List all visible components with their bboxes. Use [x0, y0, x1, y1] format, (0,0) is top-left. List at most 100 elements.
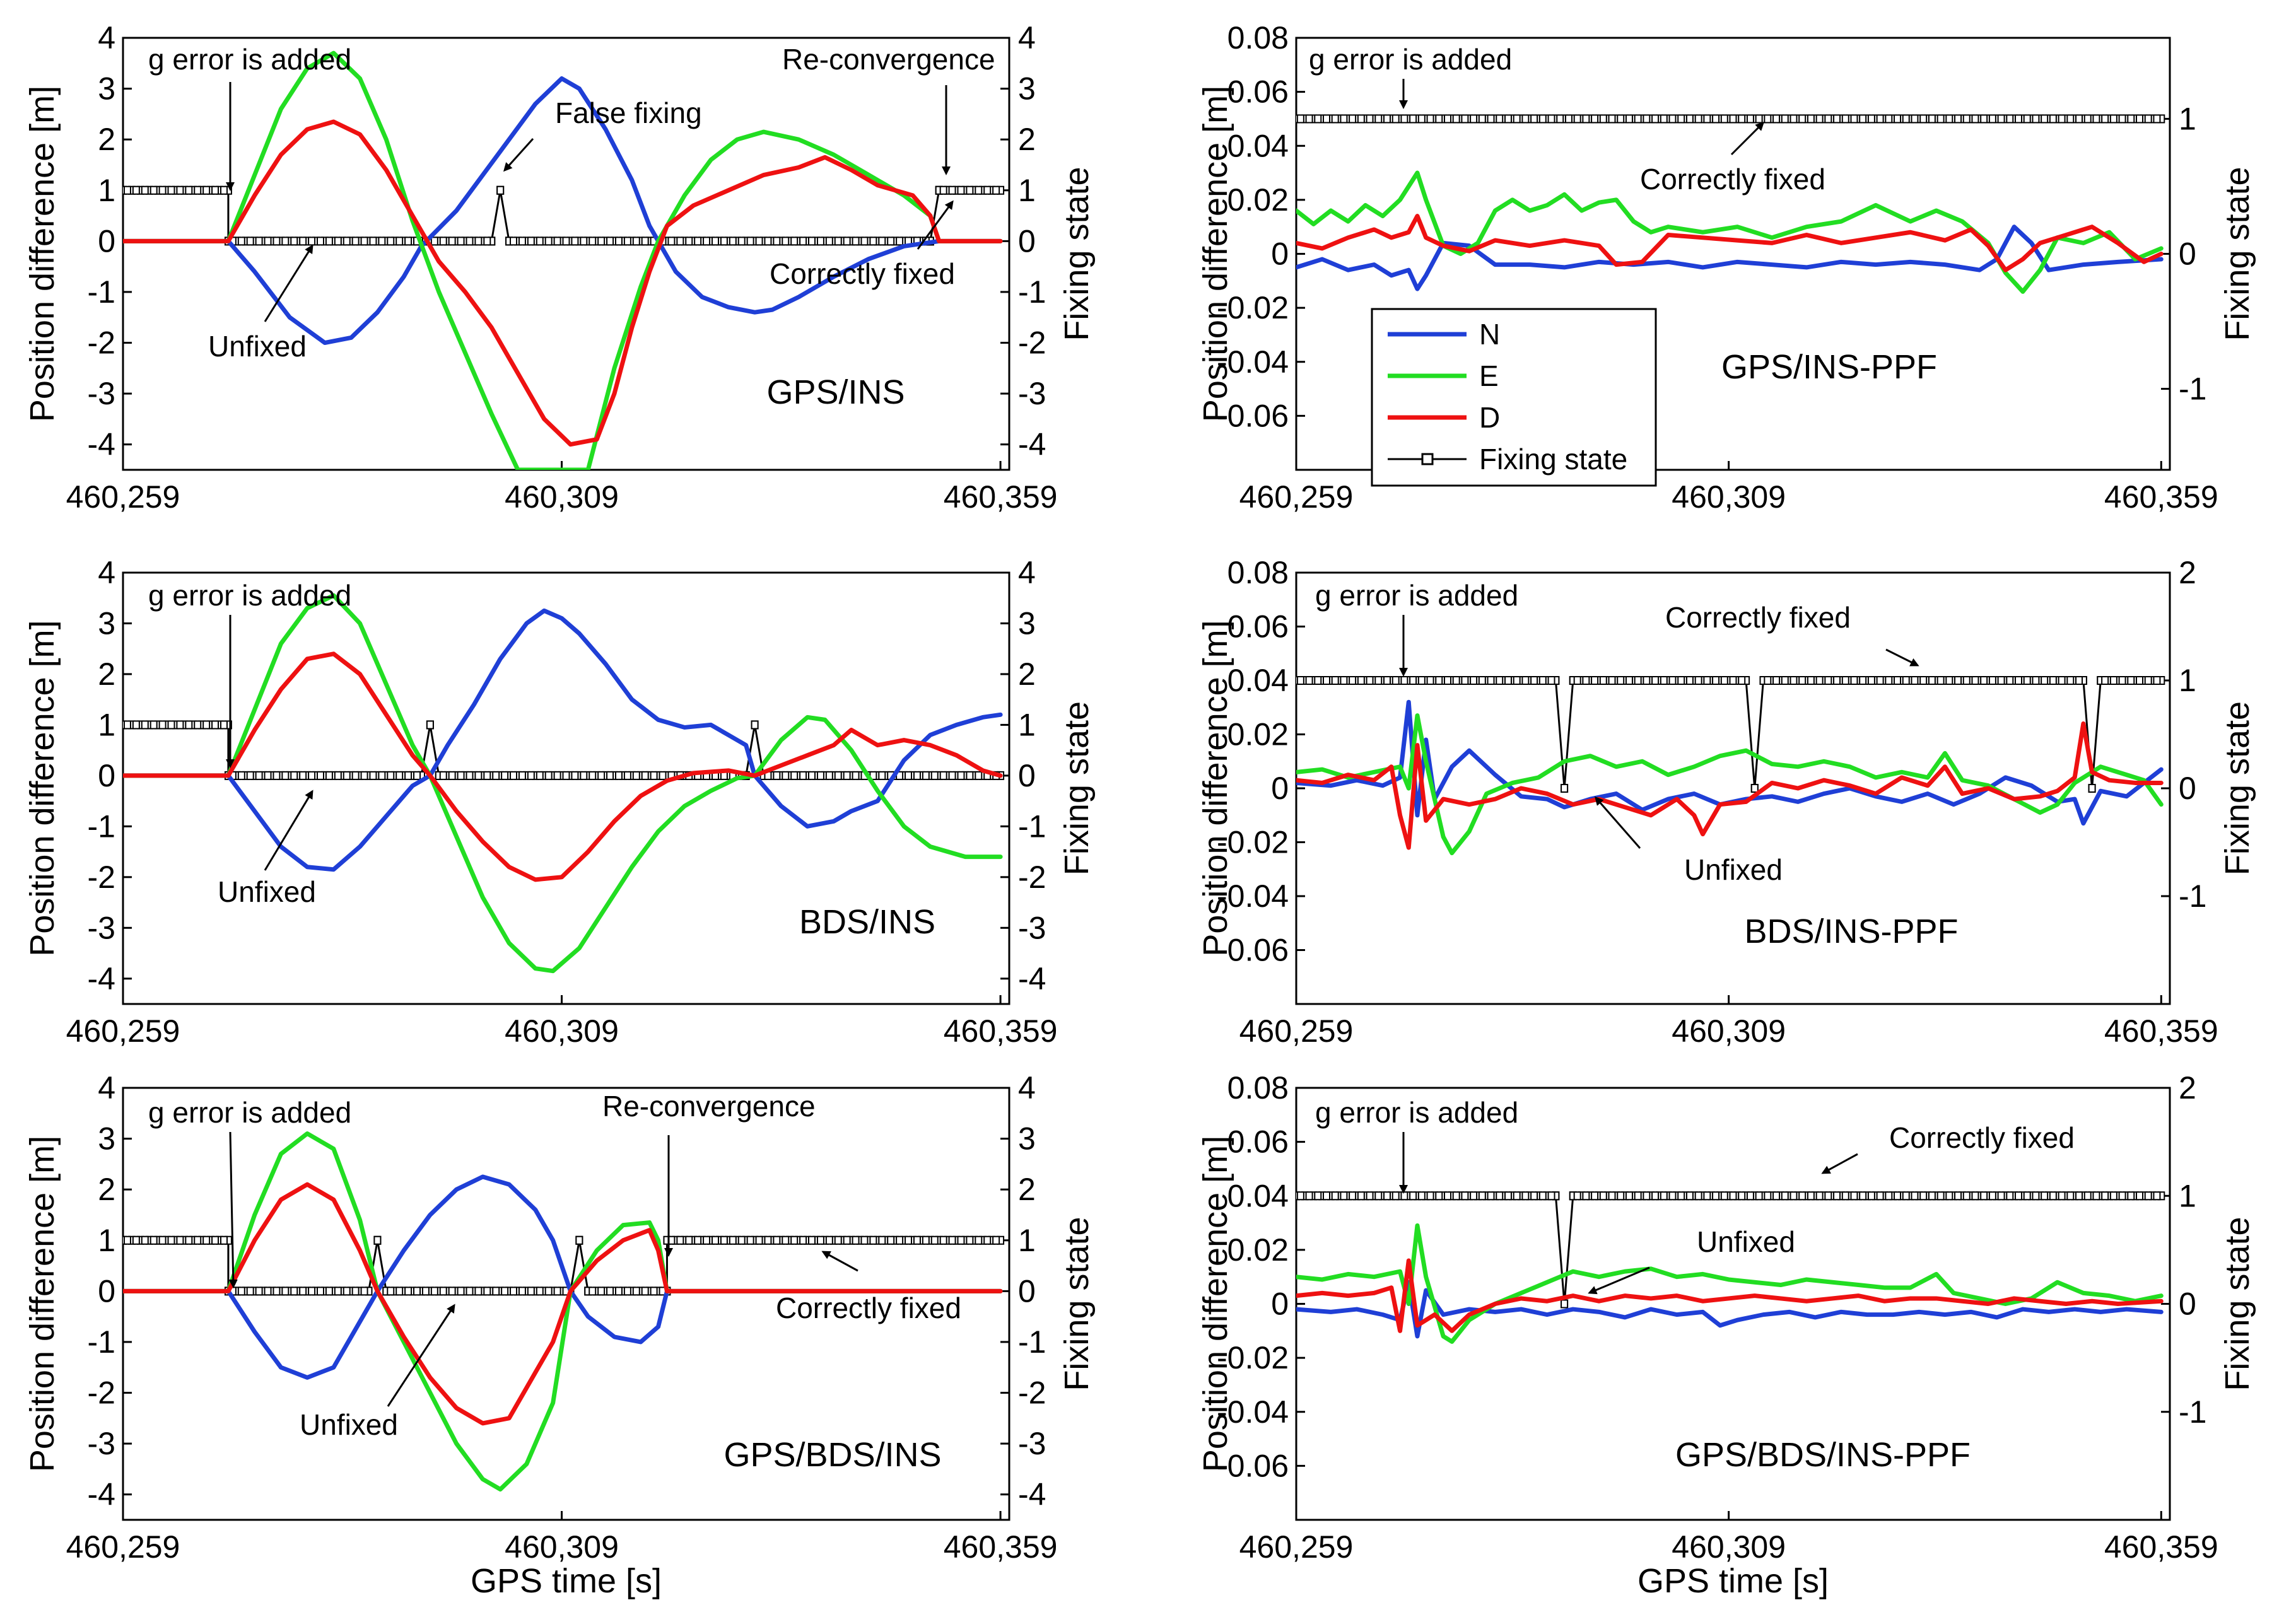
series-e	[123, 593, 1003, 974]
fixing-state-marker	[790, 771, 799, 780]
annotation-label: Re-convergence	[782, 43, 995, 76]
fixing-state-marker	[1513, 114, 1521, 124]
fixing-state-marker	[167, 1235, 175, 1245]
fixing-state-marker	[501, 771, 509, 780]
y-tick-label: -1	[88, 274, 115, 310]
fixing-state-marker	[755, 236, 763, 246]
fixing-state-marker	[474, 1287, 483, 1296]
fixing-state-marker	[1755, 1191, 1763, 1201]
series-n	[123, 1174, 1003, 1380]
fixing-state-marker	[966, 185, 974, 195]
y-tick-label: 2	[98, 656, 115, 692]
fixing-state-marker	[1340, 1191, 1348, 1201]
fixing-state-marker	[1582, 676, 1590, 685]
fixing-state-marker	[1478, 1191, 1486, 1201]
fixing-state-marker	[1547, 676, 1555, 685]
fixing-state-marker	[483, 1287, 491, 1296]
fixing-state-marker	[1789, 114, 1798, 124]
fixing-state-marker	[1954, 676, 1962, 685]
x-tick-label: 460,309	[505, 479, 619, 515]
fixing-state-marker	[492, 1287, 500, 1296]
fixing-state-marker	[220, 720, 228, 730]
fixing-state-marker	[202, 185, 211, 195]
fixing-state-marker	[553, 771, 561, 780]
fixing-state-marker	[1564, 114, 1573, 124]
fixing-state-marker	[860, 236, 869, 246]
fixing-state-marker	[1608, 676, 1616, 685]
y-tick-label: 0.04	[1227, 1178, 1289, 1213]
plot-area	[123, 593, 1005, 974]
fixing-state-marker	[957, 185, 965, 195]
annotation-label: Correctly fixed	[776, 1292, 961, 1324]
y-tick-label: 3	[98, 1121, 115, 1157]
fixing-state-marker	[1504, 676, 1512, 685]
y-axis-label: Position difference [m]	[1197, 620, 1234, 956]
fixing-state-marker	[1859, 676, 1867, 685]
fixing-state-marker	[527, 236, 535, 246]
fixing-state-marker	[430, 1287, 438, 1296]
fixing-state-marker	[2127, 1191, 2135, 1201]
x-tick-label: 460,309	[1672, 1013, 1786, 1049]
fixing-state-marker	[395, 236, 404, 246]
panel-6: -0.06 -0.04 -0.02 0 0.02 0.04 0.06 0.08 -1 0 1 2 460…	[1197, 1070, 2256, 1600]
fixing-state-marker	[1815, 676, 1824, 685]
fixing-state-marker	[1936, 676, 1945, 685]
fixing-state-marker	[510, 236, 518, 246]
fixing-state-marker	[623, 236, 631, 246]
fixing-state-marker	[553, 236, 561, 246]
fixing-state-marker	[1971, 676, 1979, 685]
fixing-state-marker	[1720, 114, 1728, 124]
fixing-state-marker	[720, 1235, 728, 1245]
fixing-state-marker	[1660, 676, 1668, 685]
fixing-state-marker	[544, 1287, 553, 1296]
y2-tick-label: -1	[1018, 274, 1046, 310]
fixing-state-marker	[483, 236, 491, 246]
fixing-state-marker	[1824, 676, 1832, 685]
y2-axis-label: Fixing state	[2218, 701, 2256, 875]
fixing-state-marker	[483, 771, 491, 780]
fixing-state-marker	[544, 771, 553, 780]
fixing-state-marker	[2049, 114, 2057, 124]
fixing-state-marker	[922, 1235, 930, 1245]
fixing-state-marker	[825, 1235, 833, 1245]
panel-1: -4 -3 -2 -1 0 1 2 3 4 -4 -3 -2 -1 0 1 2 3 4 460,259 460,309…	[23, 20, 1096, 515]
fixing-state-marker	[2023, 1191, 2031, 1201]
fixing-state-marker	[378, 236, 386, 246]
annotation-label: False fixing	[555, 96, 702, 129]
y-tick-label: 0.06	[1227, 74, 1289, 110]
fixing-state-marker	[623, 1287, 631, 1296]
annotation-label: g error is added	[148, 579, 351, 612]
fixing-state-marker	[896, 1235, 904, 1245]
fixing-state-marker	[220, 1235, 228, 1245]
fixing-state-marker	[343, 236, 351, 246]
x-tick-label: 460,359	[944, 479, 1058, 515]
fixing-state-marker	[2066, 114, 2075, 124]
fixing-state-marker	[1625, 114, 1633, 124]
fixing-state-marker	[632, 771, 640, 780]
fixing-state-marker	[2041, 676, 2049, 685]
fixing-state-marker	[185, 1235, 193, 1245]
fixing-state-marker	[536, 771, 544, 780]
fixing-state-marker	[360, 1287, 368, 1296]
fixing-state-marker	[1599, 1191, 1607, 1201]
fixing-state-marker	[852, 1235, 860, 1245]
fixing-state-marker	[1919, 676, 1928, 685]
legend-label-e: E	[1479, 359, 1499, 392]
fixing-state-marker	[1383, 1191, 1391, 1201]
y-tick-label: -2	[88, 325, 115, 361]
fixing-state-marker	[2041, 114, 2049, 124]
fixing-state-marker	[1954, 114, 1962, 124]
y2-tick-label: 1	[2179, 101, 2196, 136]
fixing-state-marker	[1894, 1191, 1902, 1201]
y2-tick-label: 0	[1018, 758, 1036, 793]
y-tick-label: 0.04	[1227, 663, 1289, 698]
fixing-state-marker	[237, 1287, 245, 1296]
fixing-state-marker	[571, 771, 579, 780]
fixing-state-marker	[825, 771, 833, 780]
fixing-state-marker	[1608, 1191, 1616, 1201]
fixing-state-marker	[404, 236, 413, 246]
fixing-state-marker	[571, 236, 579, 246]
fixing-state-marker	[1573, 676, 1581, 685]
fixing-state-marker	[132, 720, 140, 730]
